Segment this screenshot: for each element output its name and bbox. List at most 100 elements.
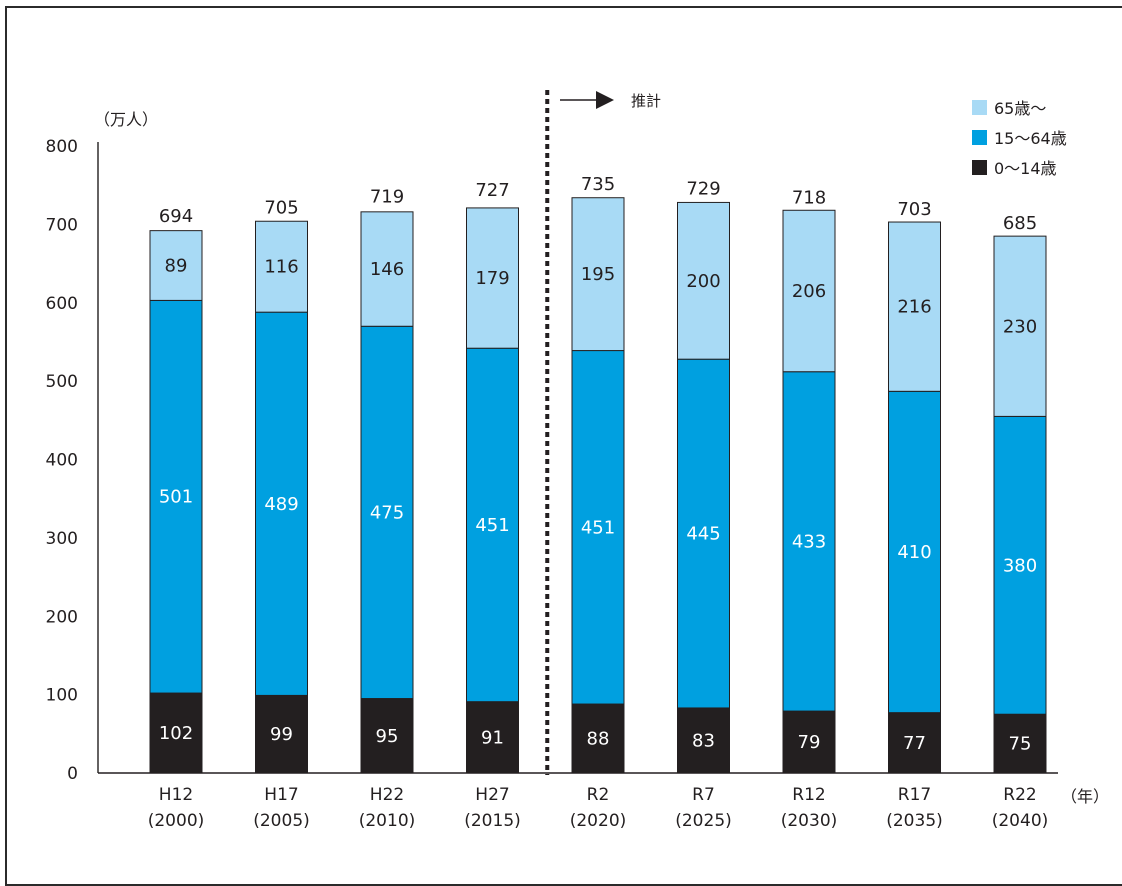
data-label: 475 (370, 502, 404, 523)
y-tick-label: 700 (46, 215, 78, 235)
total-label: 703 (897, 199, 931, 220)
data-label: 95 (376, 726, 399, 747)
x-tick-label: (2030) (781, 811, 838, 831)
x-tick-label: R2 (587, 785, 610, 805)
data-label: 89 (165, 256, 188, 277)
bar-segment (677, 358, 730, 709)
y-tick-label: 800 (46, 137, 78, 157)
x-tick-label: R7 (692, 785, 715, 805)
x-tick-label: (2025) (675, 811, 732, 831)
y-tick-label: 300 (46, 529, 78, 549)
bar-segment (360, 698, 414, 774)
bar-segment (360, 325, 414, 700)
bar-segment (677, 707, 730, 774)
bar-segment (782, 710, 836, 774)
bar-segment (888, 390, 941, 714)
legend-swatch-0-14 (972, 159, 987, 175)
legend-item-65-plus: 65歳〜 (972, 92, 1067, 122)
bar-segment (360, 211, 414, 327)
data-label: 489 (264, 494, 298, 515)
total-label: 735 (581, 174, 615, 195)
bar-segment (571, 197, 625, 352)
x-tick-label: H12 (159, 785, 193, 805)
legend-swatch-15-64 (972, 129, 987, 145)
legend-item-0-14: 0〜14歳 (972, 152, 1067, 182)
bar-segment (993, 235, 1047, 417)
bar-segment (149, 692, 203, 774)
bar-segment (782, 371, 836, 712)
x-tick-label: H22 (370, 785, 404, 805)
projection-label: 推計 (631, 92, 662, 110)
total-label: 694 (159, 206, 193, 227)
data-label: 116 (264, 257, 298, 278)
y-axis-unit-label: （万人） (94, 110, 159, 129)
legend-swatch-65-plus (972, 99, 987, 115)
x-tick-label: H17 (264, 785, 298, 805)
legend-label-0-14: 0〜14歳 (994, 159, 1057, 178)
x-tick-label: H27 (475, 785, 509, 805)
data-label: 179 (475, 268, 509, 289)
x-tick-label: R12 (792, 785, 825, 805)
data-label: 451 (475, 515, 509, 536)
data-label: 380 (1003, 555, 1037, 576)
bar-segment (888, 221, 941, 392)
total-label: 685 (1003, 213, 1037, 234)
data-label: 200 (686, 271, 720, 292)
bar-segment (677, 201, 730, 360)
data-label: 195 (581, 264, 615, 285)
data-label: 410 (897, 542, 931, 563)
legend: 65歳〜 15〜64歳 0〜14歳 (972, 92, 1067, 182)
x-tick-label: (2015) (464, 811, 521, 831)
y-tick-label: 600 (46, 294, 78, 314)
x-tick-label: (2005) (253, 811, 310, 831)
y-tick-label: 200 (46, 607, 78, 627)
legend-item-15-64: 15〜64歳 (972, 122, 1067, 152)
data-label: 102 (159, 723, 193, 744)
data-label: 445 (686, 524, 720, 545)
stacked-bar-chart: 0 100 200 300 400 500 600 700 800 102 501 89 694 H12 (… (46, 90, 1058, 831)
x-tick-label: (2035) (886, 811, 943, 831)
data-label: 216 (897, 297, 931, 318)
data-label: 206 (792, 281, 826, 302)
bar-segment (571, 703, 625, 774)
x-tick-label: (2040) (992, 811, 1049, 831)
bar-segment (782, 209, 836, 373)
data-label: 83 (692, 730, 715, 751)
total-label: 719 (370, 186, 404, 207)
bar-segment (466, 207, 519, 349)
data-label: 230 (1003, 316, 1037, 337)
bar-segment (888, 712, 941, 774)
data-label: 451 (581, 517, 615, 538)
data-label: 88 (587, 729, 610, 750)
legend-label-65-plus: 65歳〜 (994, 99, 1047, 118)
x-tick-label: R22 (1003, 785, 1036, 805)
total-label: 705 (264, 197, 298, 218)
data-label: 146 (370, 259, 404, 280)
y-tick-label: 0 (67, 764, 78, 784)
bar-segment (571, 350, 625, 705)
data-label: 433 (792, 531, 826, 552)
bar-segment (255, 311, 308, 696)
bar-segment (149, 230, 203, 301)
data-label: 77 (903, 733, 926, 754)
x-tick-label: (2020) (570, 811, 627, 831)
y-tick-label: 100 (46, 686, 78, 706)
data-label: 75 (1009, 734, 1032, 755)
total-label: 718 (792, 187, 826, 208)
data-label: 79 (798, 732, 821, 753)
total-label: 729 (686, 179, 720, 200)
bar-segment (466, 347, 519, 703)
total-label: 727 (475, 180, 509, 201)
projection-arrow-icon (596, 91, 614, 109)
y-tick-label: 500 (46, 372, 78, 392)
x-tick-label: (2000) (148, 811, 205, 831)
x-axis-unit-label: （年） (1061, 787, 1110, 806)
data-label: 91 (481, 727, 504, 748)
bar-segment (993, 415, 1047, 715)
data-label: 501 (159, 487, 193, 508)
bar-segment (255, 694, 308, 774)
legend-label-15-64: 15〜64歳 (994, 129, 1067, 148)
y-tick-label: 400 (46, 451, 78, 471)
bar-segment (255, 220, 308, 313)
x-tick-label: (2010) (359, 811, 416, 831)
